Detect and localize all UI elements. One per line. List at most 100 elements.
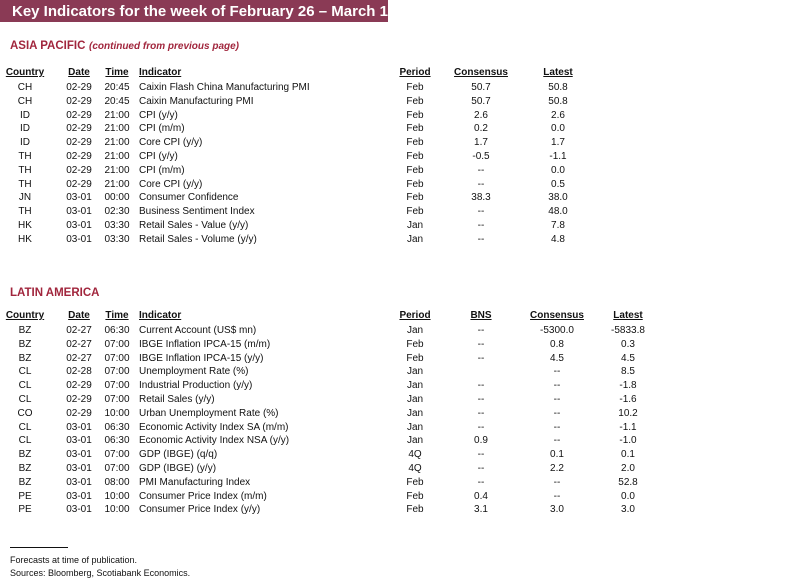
table-cell: Consumer Confidence bbox=[139, 192, 239, 204]
table-cell: Consumer Price Index (y/y) bbox=[139, 504, 261, 516]
table-cell: BZ bbox=[18, 476, 32, 488]
table-cell: 1.7 bbox=[474, 137, 488, 149]
table-cell: 07:00 bbox=[104, 366, 130, 378]
table-cell: -1.0 bbox=[619, 435, 637, 447]
table-cell: Feb bbox=[406, 123, 424, 135]
table-cell: 02-29 bbox=[66, 407, 92, 419]
table-cell: Feb bbox=[406, 151, 424, 162]
table-cell: 03:30 bbox=[104, 220, 130, 231]
table-cell: 52.8 bbox=[618, 476, 638, 488]
table-cell: 02-27 bbox=[66, 325, 92, 336]
section-title: ASIA PACIFIC bbox=[10, 40, 86, 52]
table-cell: Jan bbox=[406, 220, 424, 231]
table-cell: ID bbox=[20, 137, 30, 149]
column-header: Consensus bbox=[530, 310, 584, 321]
table-cell: Feb bbox=[406, 476, 424, 488]
table-cell: TH bbox=[18, 178, 32, 190]
table-cell: 02-29 bbox=[66, 151, 92, 162]
table-cell: 20:45 bbox=[104, 95, 130, 107]
table-cell: -- bbox=[553, 407, 561, 419]
table-cell: 0.5 bbox=[551, 178, 565, 190]
table-cell: 0.1 bbox=[550, 449, 564, 461]
table-cell: 03-01 bbox=[66, 476, 92, 488]
table-cell: Current Account (US$ mn) bbox=[139, 325, 257, 336]
table-cell: CPI (y/y) bbox=[139, 109, 178, 121]
table-cell: Jan bbox=[406, 394, 424, 405]
column-header: Country bbox=[5, 67, 45, 78]
table-cell: 0.0 bbox=[551, 123, 565, 135]
table-cell: 07:00 bbox=[104, 394, 130, 405]
table-cell: 38.3 bbox=[471, 192, 491, 204]
table-cell: TH bbox=[18, 206, 32, 218]
table-cell: 0.9 bbox=[474, 435, 488, 447]
table-cell: 2.6 bbox=[474, 109, 488, 121]
column-header: Consensus bbox=[454, 67, 508, 78]
table-cell: 0.0 bbox=[551, 164, 565, 176]
table-cell: 02-29 bbox=[66, 123, 92, 135]
table-cell: 10.2 bbox=[618, 407, 638, 419]
table-cell: GDP (IBGE) (y/y) bbox=[139, 463, 217, 474]
table-cell: Feb bbox=[406, 95, 424, 107]
table-cell: 4.8 bbox=[551, 233, 565, 245]
table-cell: 06:30 bbox=[104, 421, 130, 433]
table-cell: 03-01 bbox=[66, 449, 92, 461]
table-cell: Feb bbox=[406, 164, 424, 176]
table-cell: 0.2 bbox=[474, 123, 488, 135]
table-cell: 02-28 bbox=[66, 366, 92, 378]
table-cell: Jan bbox=[406, 435, 424, 447]
table-cell: CPI (m/m) bbox=[139, 164, 185, 176]
table-cell: -0.5 bbox=[472, 151, 490, 162]
table-cell: -- bbox=[477, 380, 485, 392]
column-header: BNS bbox=[470, 310, 492, 321]
table-cell: BZ bbox=[18, 449, 32, 461]
table-cell: 02-29 bbox=[66, 380, 92, 392]
table-cell: 07:00 bbox=[104, 463, 130, 474]
table-cell: CL bbox=[18, 421, 32, 433]
table-cell: BZ bbox=[18, 338, 32, 350]
table-cell: Feb bbox=[406, 206, 424, 218]
table-cell: -- bbox=[477, 206, 485, 218]
table-cell: 03:30 bbox=[104, 233, 130, 245]
table-cell: 21:00 bbox=[104, 109, 130, 121]
table-cell: 7.8 bbox=[551, 220, 565, 231]
table-cell: 03-01 bbox=[66, 421, 92, 433]
table-cell: 0.8 bbox=[550, 338, 564, 350]
table-cell: 48.0 bbox=[548, 206, 568, 218]
table-cell: CPI (m/m) bbox=[139, 123, 185, 135]
table-cell: Urban Unemployment Rate (%) bbox=[139, 407, 279, 419]
table-cell: 8.5 bbox=[621, 366, 635, 378]
table-cell: Industrial Production (y/y) bbox=[139, 380, 253, 392]
table-cell: -- bbox=[477, 178, 485, 190]
table-cell: Jan bbox=[406, 380, 424, 392]
table-cell: -- bbox=[477, 394, 485, 405]
table-cell: -- bbox=[477, 476, 485, 488]
table-cell: 50.8 bbox=[548, 95, 568, 107]
table-cell: -- bbox=[477, 352, 485, 364]
table-cell: BZ bbox=[18, 352, 32, 364]
table-cell: 21:00 bbox=[104, 123, 130, 135]
table-cell: -- bbox=[553, 490, 561, 502]
table-cell: Jan bbox=[406, 407, 424, 419]
table-cell: Retail Sales - Value (y/y) bbox=[139, 220, 249, 231]
table-cell: 07:00 bbox=[104, 352, 130, 364]
column-header: Indicator bbox=[139, 67, 182, 78]
header-bar bbox=[0, 0, 388, 22]
table-cell: PE bbox=[18, 504, 32, 516]
section-title: LATIN AMERICA bbox=[10, 287, 100, 299]
table-cell: Jan bbox=[406, 233, 424, 245]
table-cell: 07:00 bbox=[104, 338, 130, 350]
table-cell: -- bbox=[477, 220, 485, 231]
table-cell: 03-01 bbox=[66, 435, 92, 447]
table-cell: -- bbox=[477, 449, 485, 461]
column-header: Indicator bbox=[139, 310, 182, 321]
table-cell: Caixin Flash China Manufacturing PMI bbox=[139, 82, 310, 93]
table-cell: 3.1 bbox=[474, 504, 488, 516]
table-cell: -- bbox=[477, 325, 485, 336]
table-cell: TH bbox=[18, 151, 32, 162]
table-cell: 2.6 bbox=[551, 109, 565, 121]
column-header: Period bbox=[399, 310, 431, 321]
table-cell: Feb bbox=[406, 504, 424, 516]
table-cell: -1.8 bbox=[619, 380, 637, 392]
table-cell: Economic Activity Index NSA (y/y) bbox=[139, 435, 290, 447]
